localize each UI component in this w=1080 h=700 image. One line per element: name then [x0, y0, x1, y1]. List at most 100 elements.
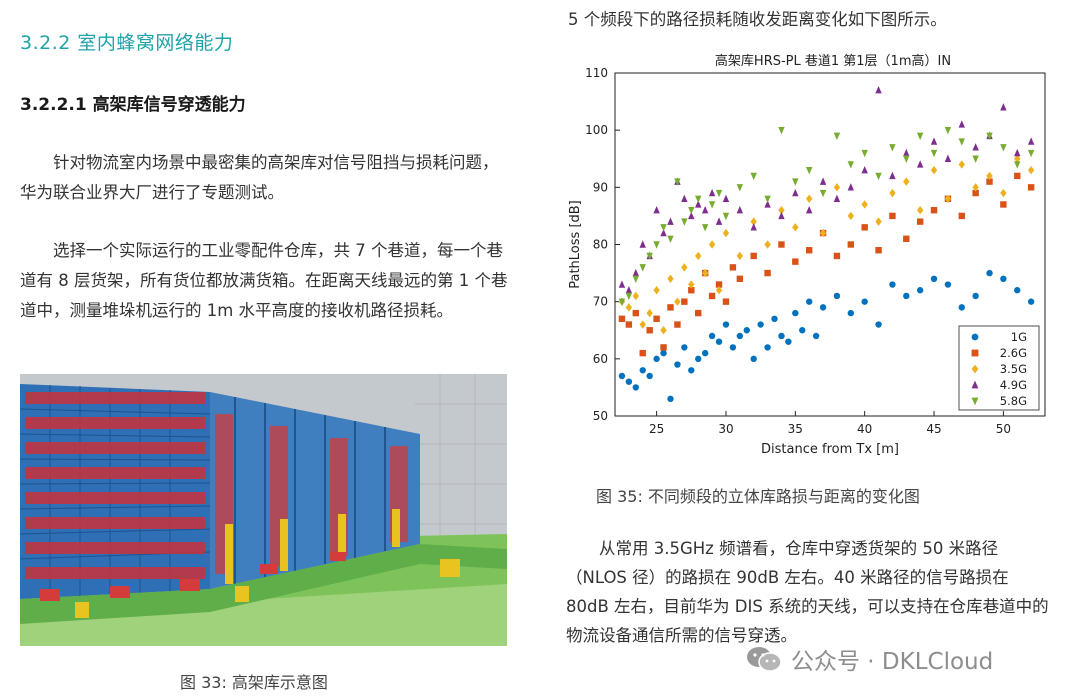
data-point-4-9g	[660, 228, 667, 237]
data-point-5-8g	[1027, 149, 1035, 158]
chart-intro-text: 5 个频段下的路径损耗随收发距离变化如下图所示。	[568, 10, 947, 29]
data-point-1g	[653, 355, 660, 363]
data-point-2-6g	[618, 315, 626, 323]
data-point-5-8g	[688, 207, 695, 215]
data-point-2-6g	[792, 258, 799, 265]
y-tick-label: 90	[593, 180, 608, 194]
data-point-4-9g	[861, 165, 868, 174]
data-point-2-6g	[708, 292, 716, 300]
data-point-4-9g	[1000, 103, 1007, 111]
legend-label: 4.9G	[1000, 378, 1027, 392]
data-point-3-5g	[1027, 165, 1035, 175]
data-point-1g	[618, 372, 626, 380]
data-point-4-9g	[847, 183, 855, 191]
data-point-3-5g	[1000, 188, 1007, 198]
data-point-5-8g	[660, 224, 667, 232]
data-point-1g	[986, 269, 993, 277]
data-point-1g	[812, 332, 820, 340]
data-point-5-8g	[792, 178, 799, 186]
data-point-1g	[889, 281, 896, 288]
data-point-5-8g	[681, 218, 688, 226]
legend-marker	[971, 364, 979, 374]
data-point-1g	[729, 344, 737, 351]
data-point-2-6g	[653, 315, 660, 323]
data-point-5-8g	[889, 144, 896, 152]
data-point-2-6g	[764, 269, 771, 277]
paragraph-analysis: 从常用 3.5GHz 频谱看，仓库中穿透货架的 50 米路径（NLOS 径）的路…	[566, 539, 1049, 645]
data-point-5-8g	[653, 241, 660, 249]
data-point-4-9g	[736, 206, 744, 214]
x-tick-label: 45	[926, 422, 941, 436]
data-point-1g	[625, 378, 633, 385]
data-point-3-5g	[639, 320, 646, 329]
data-point-1g	[903, 292, 910, 300]
data-point-5-8g	[695, 195, 702, 203]
data-point-2-6g	[729, 264, 737, 271]
data-point-1g	[875, 321, 882, 328]
data-point-5-8g	[778, 126, 785, 135]
data-point-5-8g	[847, 161, 855, 169]
data-point-4-9g	[875, 85, 882, 94]
data-point-4-9g	[889, 171, 896, 180]
data-point-5-8g	[916, 132, 924, 141]
data-point-1g	[639, 367, 646, 374]
data-point-4-9g	[681, 194, 688, 202]
data-point-5-8g	[715, 189, 723, 198]
data-point-2-6g	[625, 321, 633, 328]
data-point-3-5g	[1014, 154, 1021, 163]
y-tick-label: 80	[593, 238, 608, 252]
data-point-3-5g	[958, 160, 965, 169]
data-point-1g	[646, 372, 653, 380]
data-point-2-6g	[958, 212, 965, 220]
data-point-2-6g	[1027, 184, 1035, 191]
data-point-4-9g	[958, 120, 965, 128]
data-point-2-6g	[646, 327, 653, 334]
data-point-5-8g	[674, 178, 681, 186]
data-point-4-9g	[667, 217, 674, 225]
data-point-1g	[771, 315, 778, 323]
data-point-5-8g	[646, 252, 653, 261]
chart-svg: 高架库HRS-PL 巷道1 第1层（1m高）IN 25 30 35 40 45 50 50 6…	[568, 53, 1046, 457]
data-point-5-8g	[639, 264, 646, 272]
data-point-4-9g	[903, 148, 910, 157]
wechat-icon	[747, 647, 782, 672]
data-point-4-9g	[764, 200, 771, 208]
data-point-5-8g	[930, 149, 938, 158]
watermark: 公众号 · DKLCloud	[745, 642, 993, 676]
data-point-2-6g	[833, 252, 841, 260]
x-tick-label: 35	[788, 422, 803, 436]
data-point-4-9g	[972, 143, 979, 151]
data-point-4-9g	[701, 206, 709, 214]
data-point-5-8g	[805, 166, 813, 175]
data-point-5-8g	[618, 298, 626, 306]
data-point-1g	[715, 338, 723, 345]
pathloss-scatter-chart: 高架库HRS-PL 巷道1 第1层（1m高）IN 25 30 35 40 45 50 50 6…	[560, 45, 1060, 465]
data-point-2-6g	[889, 212, 896, 220]
data-point-3-5g	[653, 286, 660, 295]
data-point-2-6g	[972, 189, 979, 197]
legend-marker	[971, 333, 979, 341]
data-point-1g	[805, 298, 813, 305]
data-point-4-9g	[722, 194, 730, 202]
data-point-5-8g	[736, 184, 744, 192]
data-point-4-9g	[1014, 148, 1021, 157]
data-point-4-9g	[819, 177, 827, 185]
data-point-4-9g	[639, 240, 646, 248]
x-tick-label: 30	[718, 422, 733, 436]
data-point-2-6g	[1014, 172, 1021, 180]
chart-title: 高架库HRS-PL 巷道1 第1层（1m高）IN	[715, 53, 951, 69]
data-point-1g	[778, 332, 785, 340]
data-point-2-6g	[695, 309, 702, 317]
data-point-5-8g	[833, 132, 841, 141]
data-point-1g	[660, 349, 667, 357]
data-point-5-8g	[708, 201, 716, 209]
data-point-4-9g	[792, 188, 799, 197]
data-point-3-5g	[930, 165, 938, 175]
data-point-5-8g	[750, 172, 757, 181]
data-point-5-8g	[944, 126, 952, 135]
data-point-4-9g	[750, 223, 757, 231]
data-point-3-5g	[625, 303, 633, 312]
data-point-2-6g	[660, 344, 667, 351]
data-point-1g	[701, 349, 709, 357]
data-point-4-9g	[944, 154, 952, 162]
